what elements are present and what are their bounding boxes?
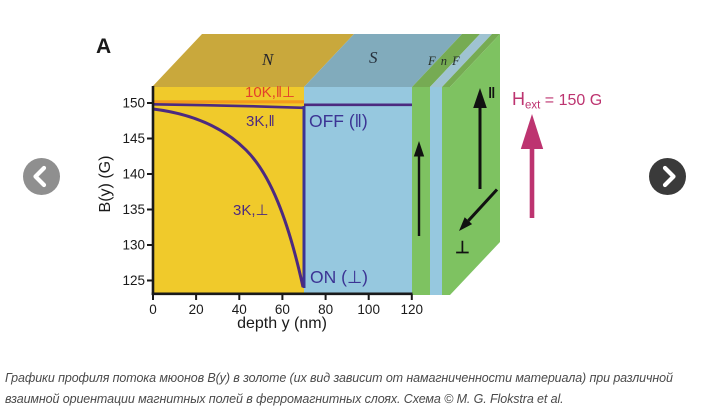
caption-line-2: взаимной ориентации магнитных полей в фе… [5, 392, 564, 406]
side-face [450, 34, 500, 295]
front-face-f1-layer [412, 87, 430, 295]
x-axis-title: depth y (nm) [237, 315, 327, 332]
top-face-f1-layer [412, 34, 480, 87]
f1-magnetization-arrow [413, 141, 425, 236]
svg-text:130: 130 [122, 238, 145, 253]
svg-text:145: 145 [122, 131, 145, 146]
parallel-symbol-label: ‖ [488, 85, 495, 102]
chevron-right-icon [662, 165, 676, 188]
svg-text:135: 135 [122, 202, 145, 217]
top-face-n-layer [152, 34, 354, 87]
layer-label-n: N [261, 50, 275, 69]
label-3k-parallel: 3K,‖ [246, 113, 275, 130]
top-face-s-layer [304, 34, 462, 87]
curve-3k-parallel [152, 103, 304, 110]
top-face-n-spacer [430, 34, 492, 87]
label-on-state: ON (⊥) [310, 267, 368, 287]
panel-letter: A [96, 35, 111, 58]
parallel-field-arrow [473, 88, 487, 189]
label-3k-perpendicular: 3K,⊥ [233, 202, 269, 219]
h-ext-label: Hext = 150 G [512, 89, 602, 112]
y-tick-marks [147, 102, 153, 282]
label-10k: 10K,‖⊥ [245, 84, 295, 101]
y-axis-title: B(y) (G) [97, 156, 114, 213]
svg-text:100: 100 [357, 302, 380, 317]
x-tick-labels: 0 20 40 60 80 100 120 [149, 302, 423, 317]
svg-text:40: 40 [232, 302, 247, 317]
layer-label-fnf: F n F [427, 54, 461, 68]
svg-text:120: 120 [401, 302, 424, 317]
svg-text:60: 60 [275, 302, 290, 317]
scientific-figure: A N S F n F 10K,‖⊥ 3K,‖ OFF (‖) 3K,⊥ ON … [96, 34, 602, 332]
front-face-n-spacer [430, 87, 442, 295]
figure-caption: Графики профиля потока мюонов B(y) в зол… [5, 368, 705, 410]
caption-line-1: Графики профиля потока мюонов B(y) в зол… [5, 371, 673, 385]
svg-text:0: 0 [149, 302, 157, 317]
front-face-n-layer [152, 87, 304, 295]
y-tick-labels: 150 145 140 135 130 125 [122, 96, 145, 289]
svg-text:125: 125 [122, 273, 145, 288]
perpendicular-symbol-label: ⊥ [455, 238, 470, 257]
x-tick-marks [152, 294, 413, 300]
h-ext-arrow [520, 114, 544, 218]
top-face-f2-layer [442, 34, 500, 87]
svg-text:80: 80 [318, 302, 333, 317]
svg-text:150: 150 [122, 96, 145, 111]
front-face-f2-layer [442, 87, 450, 295]
curve-3k-perpendicular [152, 107, 305, 288]
chevron-left-icon [33, 165, 47, 188]
layer-label-s: S [369, 48, 378, 67]
label-off-state: OFF (‖) [309, 111, 368, 131]
front-face-s-layer [304, 87, 412, 295]
svg-text:20: 20 [189, 302, 204, 317]
svg-text:140: 140 [122, 167, 145, 182]
carousel-next-button[interactable] [649, 158, 686, 195]
carousel-prev-button[interactable] [23, 158, 60, 195]
perpendicular-field-arrow [459, 188, 499, 231]
